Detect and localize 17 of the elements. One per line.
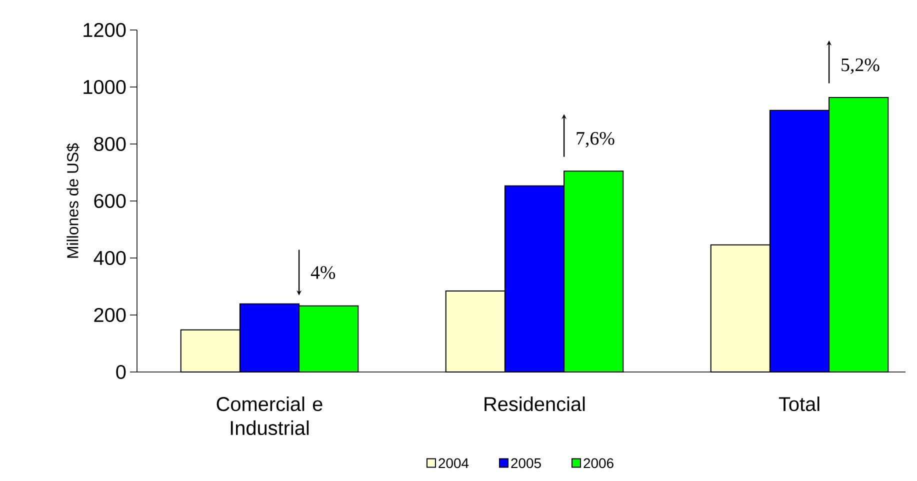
y-tick-label: 600 — [94, 194, 126, 208]
annotation: 7,6% — [576, 132, 614, 148]
y-axis-title: Millones de US$ — [66, 143, 80, 258]
y-tick-label: 0 — [116, 364, 126, 380]
legend-label: 2005 — [511, 458, 541, 468]
x-tick-label: Total — [778, 396, 820, 412]
legend-label: 2006 — [584, 458, 614, 468]
y-tick-label: 200 — [94, 308, 126, 322]
x-tick-label: Residencial — [484, 396, 585, 412]
annotation: 5,2% — [842, 58, 880, 74]
y-tick-label: 400 — [94, 250, 126, 266]
y-tick-label: 800 — [94, 136, 126, 152]
annotation: 4% — [310, 266, 336, 279]
x-tick-label: Comercial e Industrial — [216, 396, 322, 436]
y-tick-label: 1200 — [84, 22, 126, 38]
legend-label: 2004 — [438, 458, 469, 468]
y-tick-label: 1000 — [84, 80, 126, 94]
